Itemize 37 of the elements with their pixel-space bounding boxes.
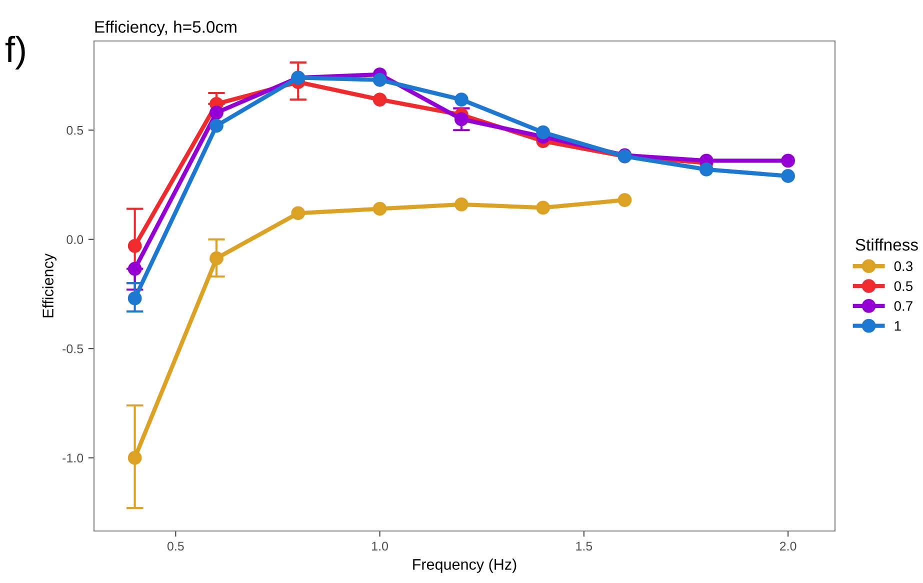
point (372, 92, 387, 106)
x-tick-label: 2.0 (780, 542, 796, 551)
point (536, 125, 550, 140)
point (128, 291, 142, 306)
x-axis-title: Frequency (Hz) (413, 558, 516, 573)
point (372, 202, 387, 216)
text: f) (6, 36, 25, 70)
legend-label: 0.7 (894, 301, 912, 311)
chart-title: Efficiency, h=5.0cm (95, 20, 236, 36)
legend-label: 0.3 (894, 261, 912, 272)
y-tick-label: 0.5 (66, 126, 84, 135)
point (210, 118, 224, 133)
y-axis-title: Efficiency (42, 253, 56, 318)
legend-label: 1 (894, 321, 901, 331)
point (781, 154, 795, 168)
point (128, 450, 142, 465)
point (372, 72, 387, 87)
x-tick-label: 1.5 (576, 542, 592, 551)
point (210, 106, 224, 120)
point (699, 162, 714, 176)
point (128, 262, 142, 276)
y-tick-label: -1.0 (62, 454, 84, 462)
x-tick-label: 1.0 (372, 542, 388, 551)
point (210, 251, 224, 266)
y-tick-label: 0.0 (66, 235, 84, 244)
x-tick-label: 0.5 (167, 542, 184, 551)
point (454, 112, 468, 126)
point (536, 200, 550, 215)
point (781, 169, 795, 183)
point (454, 197, 468, 212)
point (128, 238, 142, 253)
legend-label: 0.5 (894, 281, 913, 292)
point (454, 92, 468, 106)
point (618, 193, 632, 207)
point (291, 206, 306, 220)
y-tick-label: -0.5 (62, 344, 84, 354)
legend-title: Stiffness (856, 238, 918, 251)
